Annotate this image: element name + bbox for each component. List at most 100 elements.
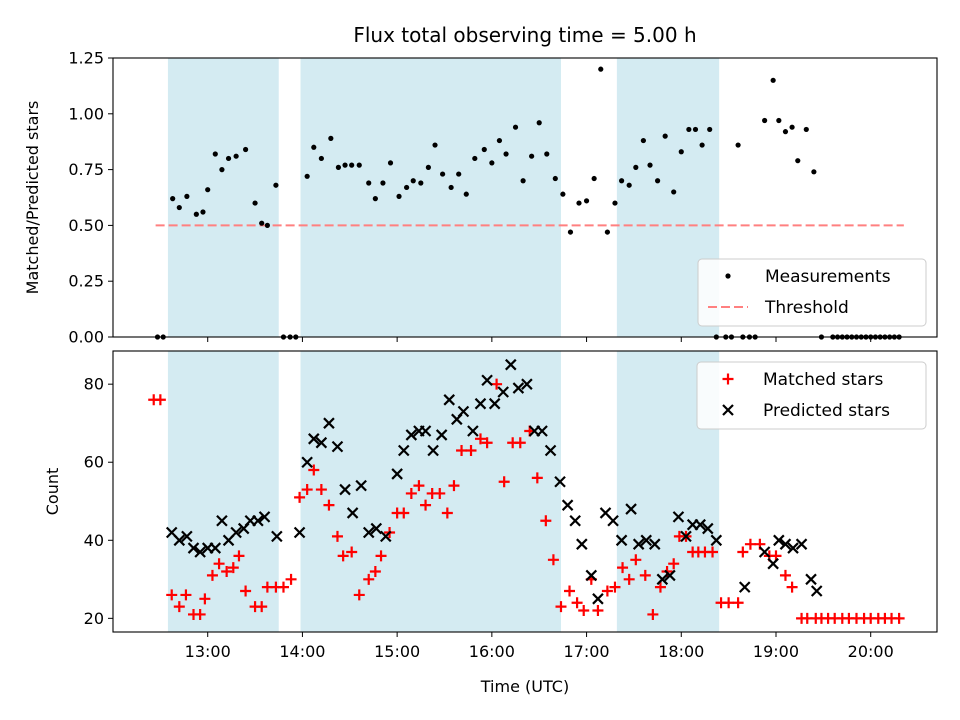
matched-star-point (369, 566, 381, 578)
predicted-star-point (315, 436, 328, 449)
measurement-point (259, 220, 265, 226)
y-tick-label: 60 (84, 453, 104, 472)
measurement-point (770, 77, 776, 83)
legend-marker-measurements (725, 273, 731, 279)
matched-star-point (375, 550, 387, 562)
measurement-point (304, 173, 310, 179)
measurement-point (662, 133, 668, 139)
measurement-point (252, 200, 258, 206)
measurement-point (560, 191, 566, 197)
legend-label-matched: Matched stars (763, 370, 883, 390)
matched-star-point (465, 445, 477, 457)
predicted-star-point (680, 530, 692, 543)
measurement-point (335, 164, 342, 170)
measurement-point (640, 137, 646, 144)
predicted-star-point (773, 534, 785, 547)
predicted-star-point (758, 546, 771, 558)
measurement-point (576, 200, 582, 206)
x-tick-label: 18:00 (658, 642, 704, 661)
measurement-point (762, 117, 768, 124)
measurement-point (440, 171, 446, 177)
measurement-point (396, 193, 402, 199)
matched-star-point (240, 585, 252, 597)
measurement-point (512, 124, 519, 130)
matched-star-point (647, 608, 659, 620)
measurement-point (699, 142, 705, 148)
matched-star-point (308, 464, 320, 476)
shaded-interval (300, 58, 561, 337)
predicted-star-point (640, 534, 653, 547)
predicted-star-point (474, 397, 487, 410)
measurement-point (552, 175, 558, 182)
matched-star-point (555, 601, 567, 613)
matched-star-point (199, 593, 211, 605)
x-tick-label: 19:00 (753, 642, 799, 661)
matched-star-point (194, 608, 206, 620)
top-panel: 0.00 0.25 0.50 0.75 1.00 1.25 Measurements Thre… (68, 49, 938, 347)
measurement-point (193, 211, 199, 217)
measurement-point (328, 135, 334, 141)
predicted-star-point (607, 514, 619, 527)
predicted-star-point (346, 507, 359, 519)
measurement-point (503, 151, 509, 157)
y-tick-label: 0.25 (68, 272, 104, 291)
measurement-point (372, 196, 378, 202)
measurement-point (342, 162, 348, 168)
measurement-point (425, 164, 431, 170)
measurement-point (489, 160, 495, 166)
legend-marker-matched (722, 373, 734, 385)
measurement-point (176, 204, 182, 211)
measurement-point (782, 129, 789, 135)
predicted-star-point (419, 425, 432, 437)
y-axis-label-top: Matched/Predicted stars (23, 101, 42, 295)
measurement-point (591, 175, 597, 182)
measurement-point (418, 180, 424, 186)
measurement-point (380, 180, 386, 186)
legend-bottom: Matched stars Predicted stars (696, 361, 927, 430)
predicted-star-point (632, 538, 645, 550)
matched-star-point (180, 589, 192, 601)
y-tick-label: 0.50 (68, 216, 104, 235)
matched-star-point (331, 530, 343, 542)
matched-star-point (578, 605, 590, 617)
predicted-star-point (216, 514, 228, 527)
predicted-star-point (355, 479, 367, 492)
predicted-star-point (576, 538, 588, 550)
predicted-star-point (339, 483, 351, 496)
predicted-star-point (443, 394, 456, 406)
measurement-point (626, 182, 632, 188)
matched-star-point (564, 585, 576, 597)
measurement-point (633, 164, 639, 170)
matched-star-point (294, 491, 306, 503)
matched-star-point (547, 554, 559, 566)
matched-star-point (744, 538, 756, 550)
matched-star-point (639, 569, 651, 581)
measurement-point (432, 142, 438, 148)
predicted-star-point (810, 585, 823, 597)
predicted-star-point (194, 546, 206, 558)
matched-star-point (571, 597, 583, 609)
matched-star-point (654, 581, 666, 593)
measurement-point (789, 124, 795, 130)
predicted-star-point (779, 538, 792, 550)
matched-star-point (221, 566, 233, 578)
measurement-point (795, 158, 801, 164)
measurement-point (205, 187, 211, 193)
matched-star-point (277, 581, 289, 593)
y-tick-label: 80 (84, 375, 104, 394)
matched-star-point (514, 437, 526, 449)
predicted-star-point (230, 526, 242, 539)
matched-star-point (206, 569, 218, 581)
matched-star-point (323, 499, 335, 511)
matched-star-point (363, 573, 375, 585)
axes-frame (112, 57, 938, 338)
predicted-star-point (536, 425, 548, 437)
measurement-point (481, 146, 487, 153)
predicted-star-point (672, 511, 685, 523)
x-tick-label: 13:00 (185, 642, 231, 661)
y-axis-label-bottom: Count (43, 468, 62, 516)
matched-star-point (723, 597, 735, 609)
matched-star-point (732, 597, 744, 609)
predicted-star-point (370, 522, 383, 535)
predicted-star-point (435, 429, 448, 441)
